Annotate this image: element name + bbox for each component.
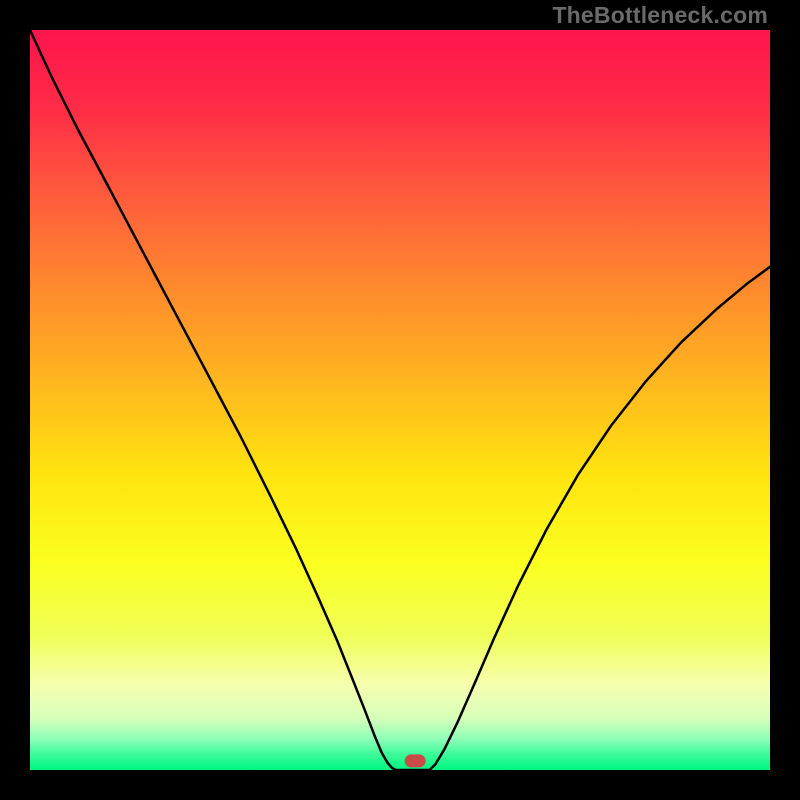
chart-frame: TheBottleneck.com	[0, 0, 800, 800]
bottleneck-curve	[30, 30, 770, 770]
optimum-marker	[404, 754, 425, 767]
watermark-text: TheBottleneck.com	[552, 2, 768, 29]
curve-path	[30, 30, 770, 770]
plot-area	[30, 30, 770, 770]
